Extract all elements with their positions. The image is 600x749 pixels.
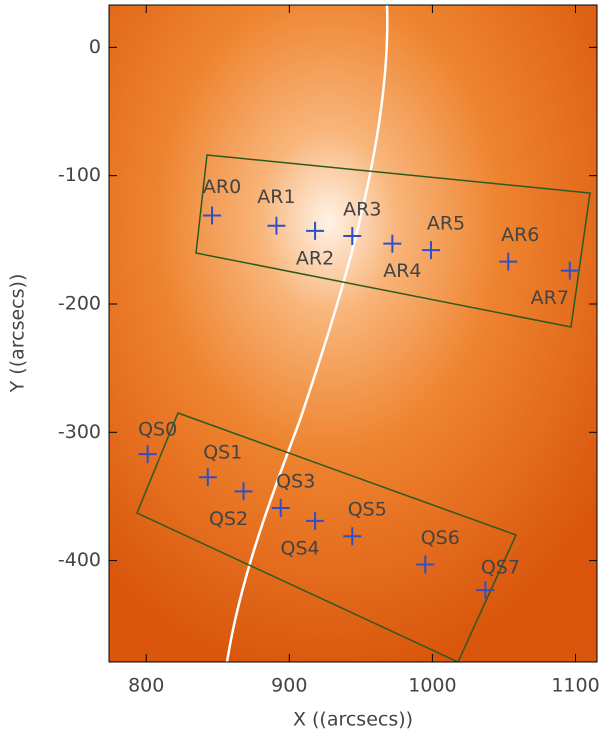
marker — [203, 206, 222, 225]
point-label: AR3 — [343, 198, 381, 220]
y-tick-label: -100 — [58, 164, 101, 186]
marker — [560, 261, 579, 280]
marker — [234, 482, 253, 501]
y-tick-label: -200 — [58, 292, 101, 314]
marker — [499, 252, 518, 271]
point-label: AR1 — [257, 186, 295, 208]
plot-frame — [108, 4, 598, 663]
marker — [343, 226, 362, 245]
point-label: AR2 — [296, 247, 334, 269]
point-label: QS5 — [348, 499, 387, 521]
point-label: AR4 — [383, 260, 421, 282]
point-label: AR5 — [427, 213, 465, 235]
x-tick-label: 900 — [271, 675, 307, 697]
marker — [306, 511, 325, 530]
point-label: AR6 — [501, 224, 539, 246]
x-tick-label: 800 — [128, 675, 164, 697]
y-tick-label: 0 — [89, 36, 101, 58]
marker — [267, 216, 286, 235]
ar-box — [195, 154, 591, 328]
x-tick-label: 1000 — [408, 675, 456, 697]
x-axis-label: X ((arcsecs)) — [293, 709, 413, 731]
marker — [416, 555, 435, 574]
y-tick-label: -400 — [58, 549, 101, 571]
point-label: QS0 — [138, 419, 177, 441]
x-tick-label: 1100 — [551, 675, 599, 697]
qs-box — [136, 412, 518, 662]
marker — [383, 234, 402, 253]
solar-image — [109, 5, 597, 662]
point-label: QS2 — [209, 508, 248, 530]
point-label: AR7 — [531, 287, 569, 309]
marker — [343, 527, 362, 546]
point-label: QS7 — [481, 557, 520, 579]
point-label: QS6 — [421, 527, 460, 549]
marker — [421, 241, 440, 260]
marker — [476, 581, 495, 600]
marker — [306, 221, 325, 240]
point-label: QS1 — [203, 442, 242, 464]
marker — [198, 468, 217, 487]
marker — [271, 499, 290, 518]
point-label: QS4 — [281, 537, 320, 559]
marker — [138, 445, 157, 464]
y-axis-label: Y ((arcsecs)) — [7, 274, 29, 394]
point-label: AR0 — [203, 176, 241, 198]
point-label: QS3 — [276, 471, 315, 493]
y-tick-label: -300 — [58, 421, 101, 443]
limb-curve — [225, 5, 389, 662]
